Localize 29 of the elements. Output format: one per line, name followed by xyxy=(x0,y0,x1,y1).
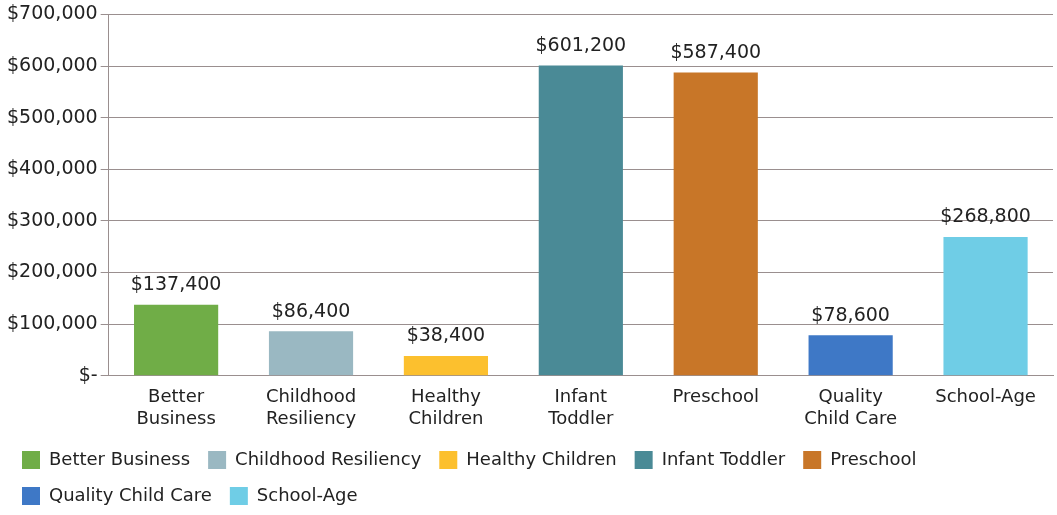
x-tick-label: Preschool xyxy=(672,385,759,407)
y-tick-label: $600,000 xyxy=(6,52,98,75)
y-tick-label: $500,000 xyxy=(6,104,98,127)
y-tick-label: $300,000 xyxy=(6,207,98,230)
x-tick-label: Quality Child Care xyxy=(804,385,898,428)
legend-label: Healthy Children xyxy=(466,447,617,469)
legend-label: Better Business xyxy=(49,447,191,469)
legend-label: Infant Toddler xyxy=(661,447,786,469)
legend-label: Preschool xyxy=(830,447,917,469)
legend-label: Quality Child Care xyxy=(49,483,212,505)
data-label: $137,400 xyxy=(130,272,222,295)
y-tick-label: $700,000 xyxy=(6,1,98,24)
y-tick-label: $400,000 xyxy=(6,156,98,179)
x-tick-label: Healthy Children xyxy=(408,385,484,428)
x-tick-label: Infant Toddler xyxy=(547,385,615,428)
data-label: $78,600 xyxy=(811,302,890,325)
y-tick-label: $- xyxy=(78,362,98,385)
data-label: $38,400 xyxy=(406,323,486,346)
x-tick-label: Childhood Resiliency xyxy=(265,385,357,428)
legend-label: School-Age xyxy=(256,483,358,505)
x-tick-label: Better Business xyxy=(136,385,216,428)
data-label: $601,200 xyxy=(535,32,627,55)
y-tick-label: $100,000 xyxy=(6,311,98,334)
legend-label: Childhood Resiliency xyxy=(235,447,422,469)
data-label: $268,800 xyxy=(940,204,1031,227)
data-label: $86,400 xyxy=(271,298,351,321)
y-tick-label: $200,000 xyxy=(6,259,98,282)
data-label: $587,400 xyxy=(670,39,762,62)
x-tick-label: School-Age xyxy=(935,385,1036,407)
